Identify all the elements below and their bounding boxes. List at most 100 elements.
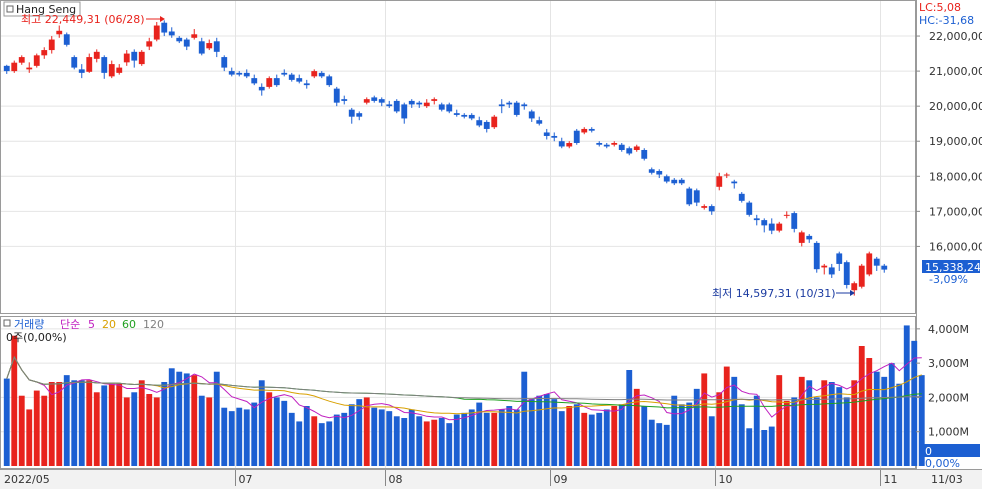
volume-current-value: 0 <box>925 445 932 458</box>
candle-body <box>701 206 708 208</box>
candle-body <box>213 41 220 52</box>
candle-body <box>588 128 595 131</box>
candle-body <box>663 176 670 182</box>
volume-bar <box>311 416 318 466</box>
date-axis-ticks: 2022/05 07 08 09 10 11 11/03 <box>4 470 963 486</box>
volume-bar <box>761 430 768 466</box>
volume-bar <box>146 394 153 466</box>
candle-body <box>176 37 183 42</box>
volume-ma120-line <box>6 355 922 401</box>
volume-bar <box>806 380 813 466</box>
candle-body <box>243 72 250 77</box>
volume-bar <box>236 407 243 466</box>
candle-body <box>558 141 565 147</box>
volume-bar <box>33 390 40 466</box>
candle-body <box>11 62 18 72</box>
candle-body <box>581 128 588 133</box>
candle-body <box>776 223 783 231</box>
volume-current-marker: 0 0,00% <box>922 444 980 470</box>
candle-body <box>401 104 408 119</box>
candle-body <box>716 176 723 187</box>
volume-bar <box>506 406 513 466</box>
candle-body <box>318 72 325 77</box>
low-arrow-icon <box>850 290 855 296</box>
volume-bar <box>791 397 798 466</box>
volume-bar <box>371 407 378 466</box>
volume-bar <box>266 392 273 466</box>
volume-bar <box>573 404 580 466</box>
candle-body <box>356 113 363 117</box>
volume-bar <box>131 392 138 466</box>
candle-body <box>273 78 280 86</box>
candle-body <box>93 51 100 59</box>
volume-bar <box>453 414 460 466</box>
candle-body <box>198 41 205 54</box>
volume-bar <box>446 423 453 466</box>
price-tick-label: 20,000,00 <box>929 100 982 113</box>
candle-body <box>48 39 55 51</box>
volume-bar <box>11 335 18 466</box>
volume-bar <box>333 414 340 466</box>
volume-bar <box>768 426 775 466</box>
volume-bar <box>896 383 903 466</box>
volume-first-value: 0주(0,00%) <box>6 331 67 344</box>
candle-body <box>461 114 468 117</box>
volume-bar <box>341 412 348 466</box>
volume-bar <box>221 407 228 466</box>
volume-bar <box>168 368 175 466</box>
volume-bar <box>26 409 33 466</box>
candle-body <box>41 50 48 56</box>
volume-bar <box>521 371 528 466</box>
high-annotation-text: 최고 22,449,31 (06/28) <box>21 13 145 26</box>
volume-tick-label: 2,000M <box>928 391 969 404</box>
candle-body <box>453 113 460 115</box>
chart-title: Hang Seng <box>16 3 76 16</box>
candle-body <box>183 39 190 47</box>
candle-body <box>851 283 858 291</box>
volume-tick-label: 3,000M <box>928 357 969 370</box>
ma20-label: 20 <box>102 318 116 331</box>
volume-bar <box>153 397 160 466</box>
volume-bar <box>288 412 295 466</box>
date-tick-label: 08 <box>389 473 403 486</box>
volume-bar <box>318 423 325 466</box>
volume-tick-label: 1,000M <box>928 426 969 439</box>
volume-bar <box>356 399 363 466</box>
candle-body <box>828 267 835 275</box>
candle-body <box>423 102 430 107</box>
candle-body <box>131 51 138 61</box>
volume-bar <box>686 402 693 466</box>
candle-body <box>506 102 513 105</box>
candle-body <box>63 34 70 45</box>
volume-bar <box>378 409 385 466</box>
current-price: 15,338,24 <box>925 261 981 274</box>
candle-body <box>101 57 108 73</box>
candle-body <box>881 265 888 270</box>
candle-body <box>56 30 63 35</box>
volume-bar <box>671 395 678 466</box>
candle-body <box>341 99 348 101</box>
volume-bar <box>326 421 333 466</box>
volume-axis-ticks: 4,000M 3,000M 2,000M 1,000M <box>916 323 969 439</box>
candle-body <box>206 43 213 49</box>
chart-title-box[interactable]: Hang Seng <box>3 1 81 17</box>
candle-body <box>153 25 160 40</box>
volume-bar <box>776 375 783 466</box>
candle-body <box>536 120 543 124</box>
candle-body <box>26 67 33 70</box>
volume-bar <box>626 370 633 466</box>
candle-body <box>281 72 288 75</box>
candle-body <box>438 104 445 110</box>
candle-body <box>543 132 550 136</box>
volume-bar <box>798 376 805 466</box>
volume-bar <box>438 418 445 466</box>
volume-legend[interactable]: 거래량 단순 5 20 60 120 <box>3 318 164 331</box>
candle-body <box>123 53 130 63</box>
candle-body <box>866 253 873 275</box>
candle-body <box>303 83 310 86</box>
volume-bar <box>416 416 423 466</box>
candle-body <box>858 265 865 287</box>
volume-bar <box>513 409 520 466</box>
